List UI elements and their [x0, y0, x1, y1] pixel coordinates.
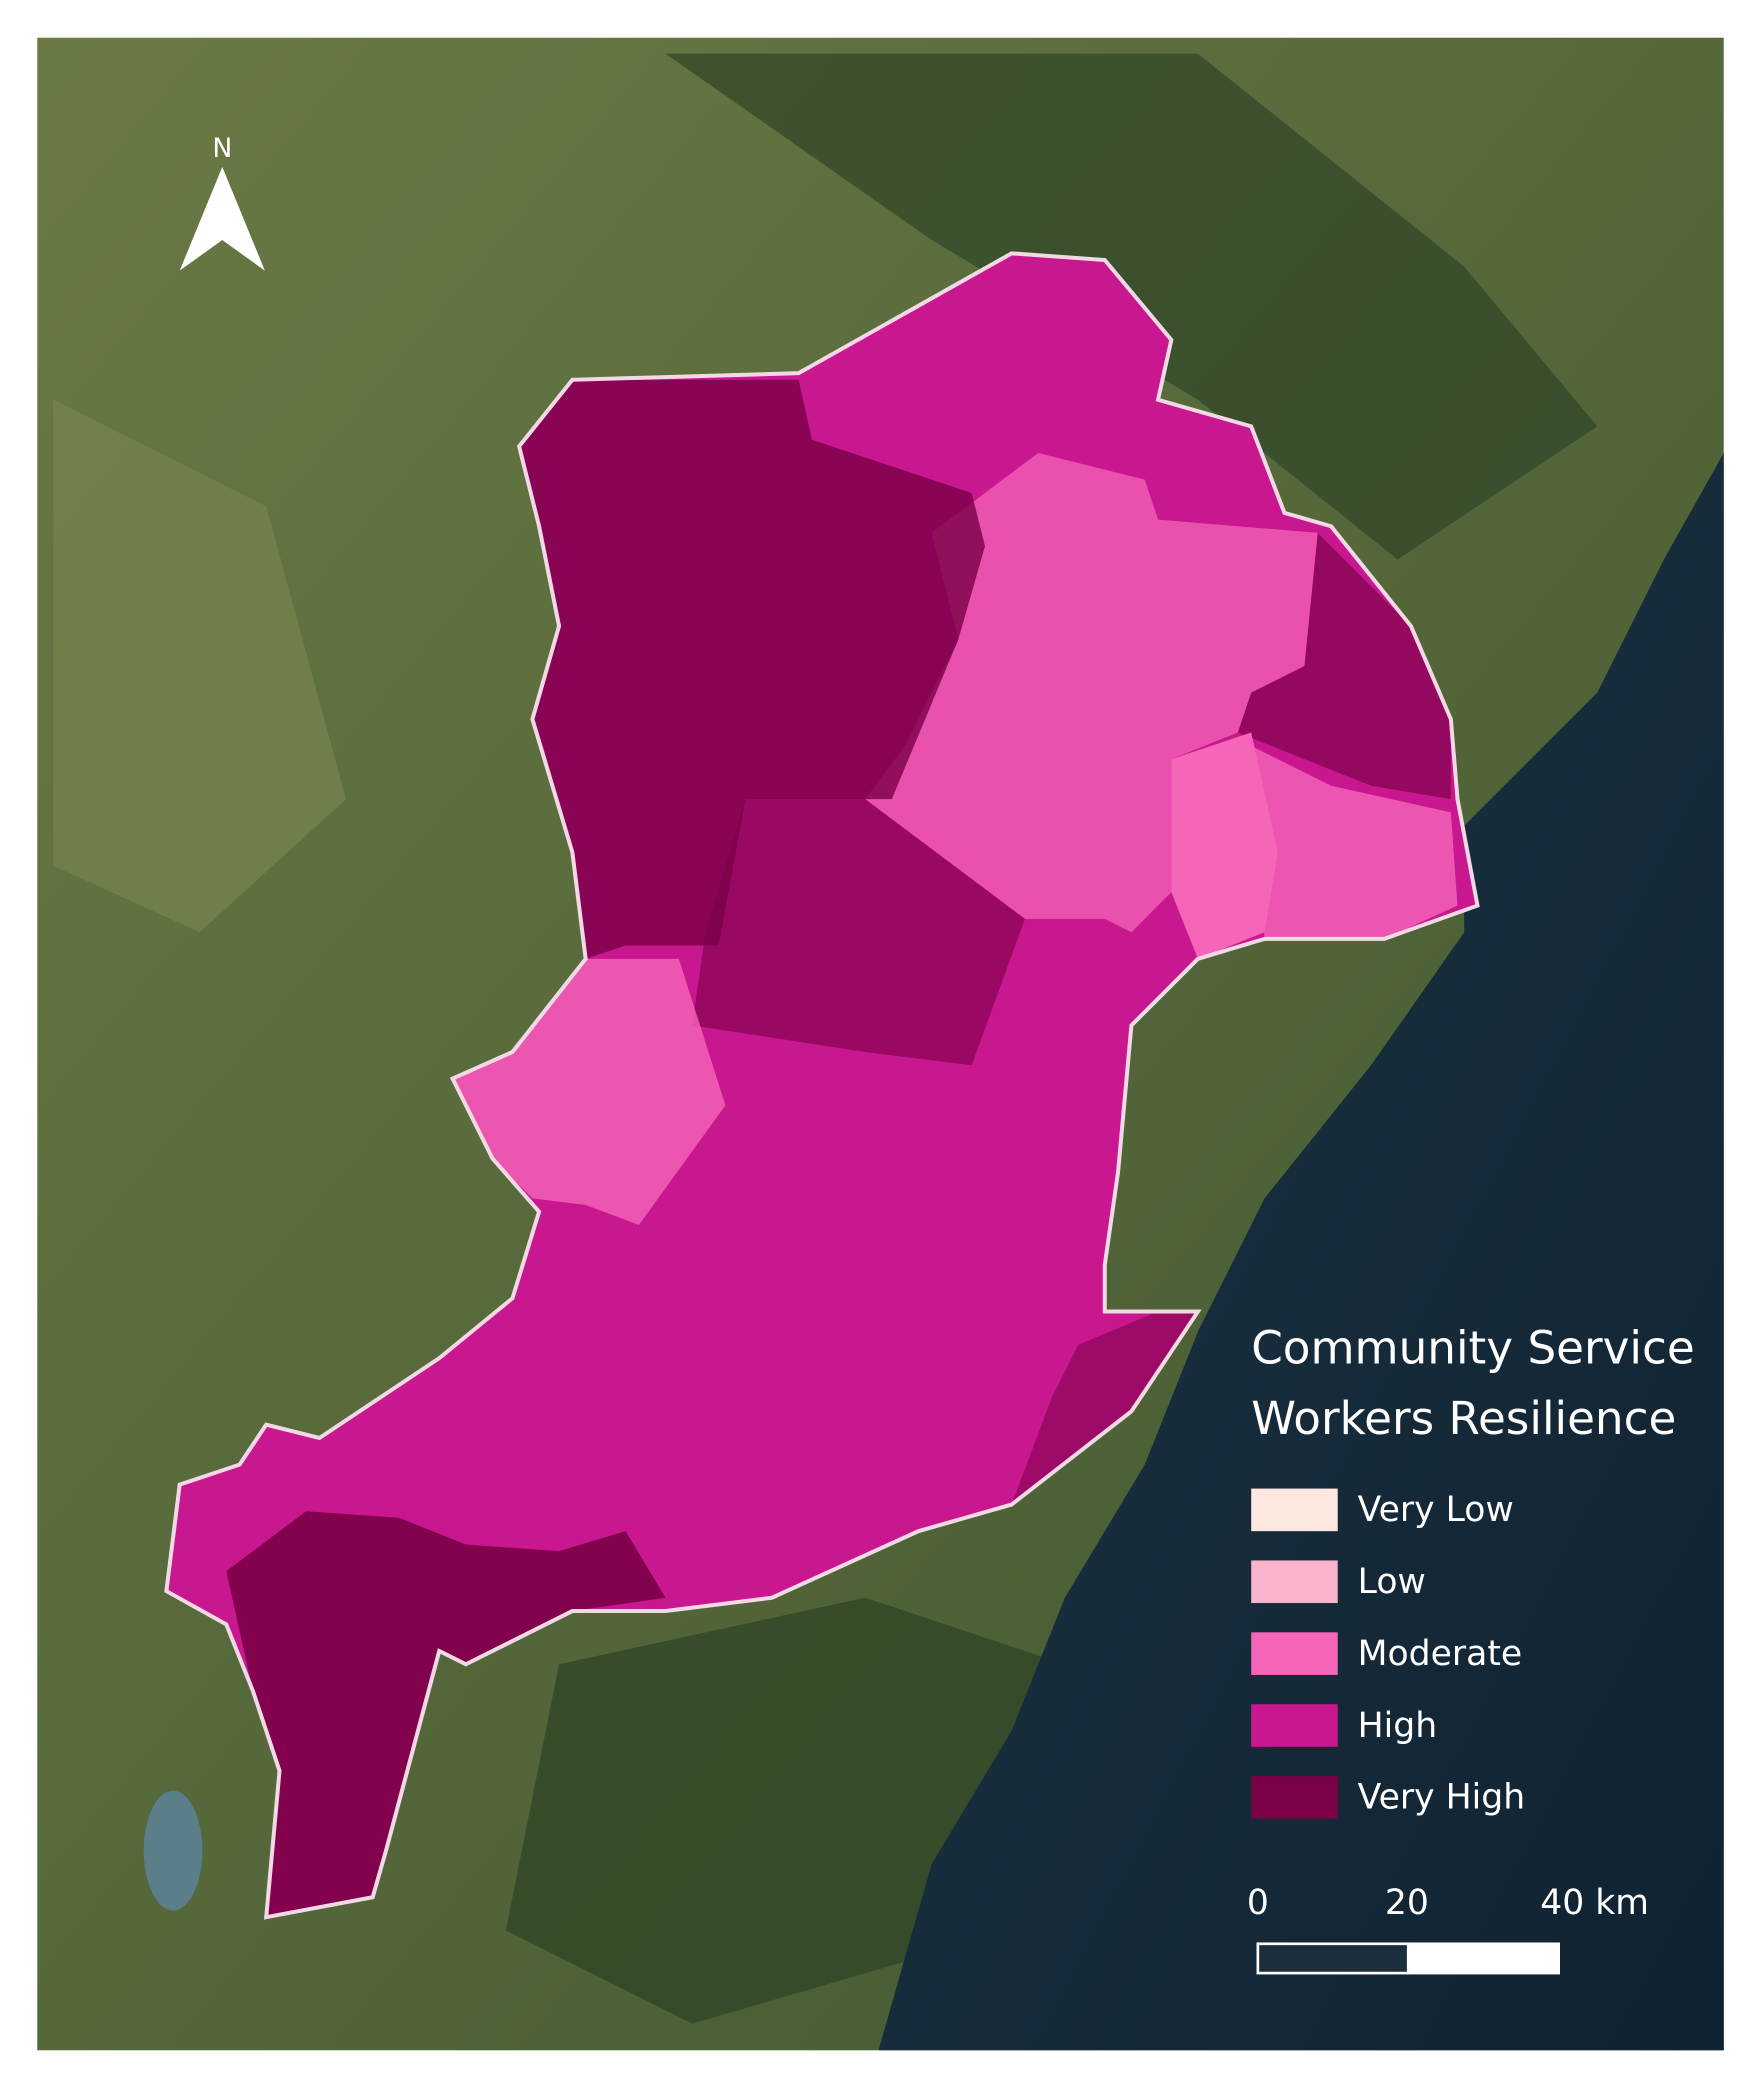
scale-label: 40 km — [1540, 1883, 1649, 1923]
region — [519, 379, 985, 959]
region — [1171, 732, 1278, 959]
scale-bar: 0 20 40 km — [1247, 1883, 1649, 1975]
legend-title: Workers Resilience — [1251, 1392, 1676, 1445]
legend-label: Very High — [1358, 1778, 1525, 1818]
study-area-outline — [164, 251, 1480, 1920]
region — [1237, 532, 1451, 800]
region — [692, 799, 1025, 1066]
legend-title: Community Service — [1251, 1321, 1695, 1374]
north-label: N — [212, 133, 232, 164]
region — [865, 453, 1318, 933]
legend-swatch — [1251, 1704, 1338, 1747]
scale-label: 20 — [1385, 1883, 1429, 1923]
scale-segment — [1406, 1942, 1561, 1975]
legend-label: Moderate — [1358, 1634, 1523, 1674]
legend-label: Very Low — [1358, 1490, 1514, 1530]
region — [1011, 1311, 1198, 1505]
region — [452, 958, 726, 1226]
legend-label: High — [1358, 1706, 1438, 1746]
legend: Community Service Workers Resilience Ver… — [1251, 1321, 1695, 1819]
legend-label: Low — [1358, 1562, 1426, 1602]
region — [1251, 745, 1458, 939]
north-arrow-shape — [179, 166, 265, 271]
scale-label: 0 — [1247, 1883, 1269, 1923]
region — [226, 1511, 666, 1918]
ocean — [878, 453, 1724, 2051]
farmland — [53, 399, 347, 933]
legend-swatch — [1251, 1488, 1338, 1532]
north-arrow: N — [179, 133, 265, 271]
scale-segment — [1256, 1942, 1410, 1975]
legend-swatch — [1251, 1776, 1338, 1819]
lake — [143, 1790, 203, 1911]
legend-swatch — [1251, 1632, 1338, 1675]
regions — [164, 251, 1480, 1920]
legend-swatch — [1251, 1560, 1338, 1604]
